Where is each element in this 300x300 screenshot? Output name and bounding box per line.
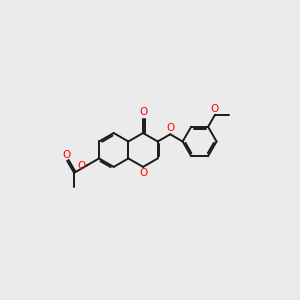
Text: O: O — [77, 160, 86, 171]
Text: O: O — [62, 150, 70, 160]
Text: O: O — [139, 107, 147, 118]
Text: O: O — [139, 168, 147, 178]
Text: O: O — [166, 123, 174, 133]
Text: O: O — [211, 103, 219, 114]
